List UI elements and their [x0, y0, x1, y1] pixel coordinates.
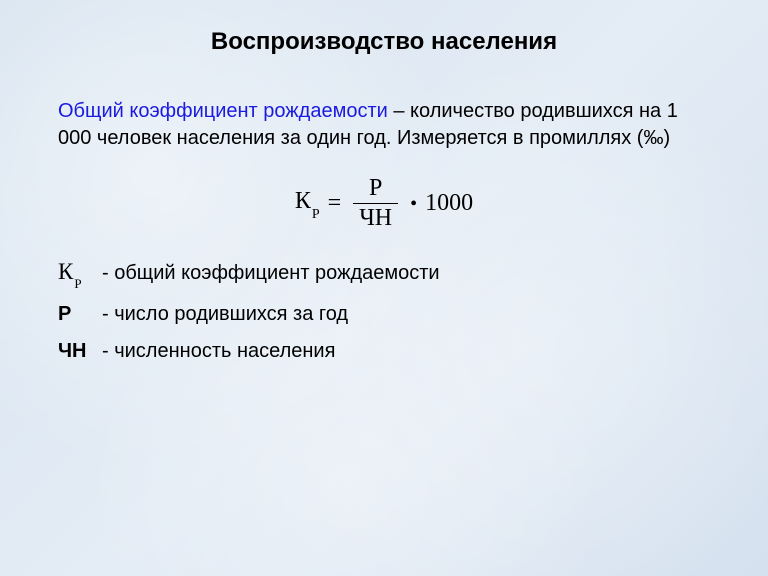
equals-sign: =	[328, 190, 342, 217]
legend-desc: - численность населения	[102, 340, 335, 363]
fraction-denominator: ЧН	[353, 206, 398, 231]
legend-symbol-kr: КР	[58, 259, 102, 289]
legend-row: Р - число родившихся за год	[58, 303, 710, 326]
fraction-bar	[353, 203, 398, 204]
fraction-numerator: Р	[363, 176, 388, 201]
legend-row: КР - общий коэффициент рождаемости	[58, 259, 710, 289]
legend-desc: - число родившихся за год	[102, 303, 348, 326]
formula: КР = Р ЧН • 1000	[295, 176, 473, 231]
legend-symbol-chn: ЧН	[58, 340, 102, 363]
legend-symbol-kr-main: К	[58, 259, 73, 284]
legend-row: ЧН - численность населения	[58, 340, 710, 363]
legend-symbol-p: Р	[58, 303, 102, 326]
formula-lhs-sub: Р	[312, 207, 320, 222]
multiplication-dot: •	[410, 194, 417, 214]
term-highlight: Общий коэффициент рождаемости	[58, 100, 388, 122]
fraction: Р ЧН	[353, 176, 398, 231]
formula-block: КР = Р ЧН • 1000	[58, 176, 710, 231]
legend-symbol-kr-sub: Р	[74, 276, 81, 291]
legend-desc: - общий коэффициент рождаемости	[102, 262, 440, 285]
formula-lhs-main: К	[295, 188, 311, 214]
slide: Воспроизводство населения Общий коэффици…	[0, 0, 768, 576]
slide-title: Воспроизводство населения	[58, 28, 710, 56]
formula-lhs: КР	[295, 188, 320, 219]
legend: КР - общий коэффициент рождаемости Р - ч…	[58, 259, 710, 363]
formula-multiplier: 1000	[425, 190, 473, 217]
definition-paragraph: Общий коэффициент рождаемости – количест…	[58, 98, 710, 152]
